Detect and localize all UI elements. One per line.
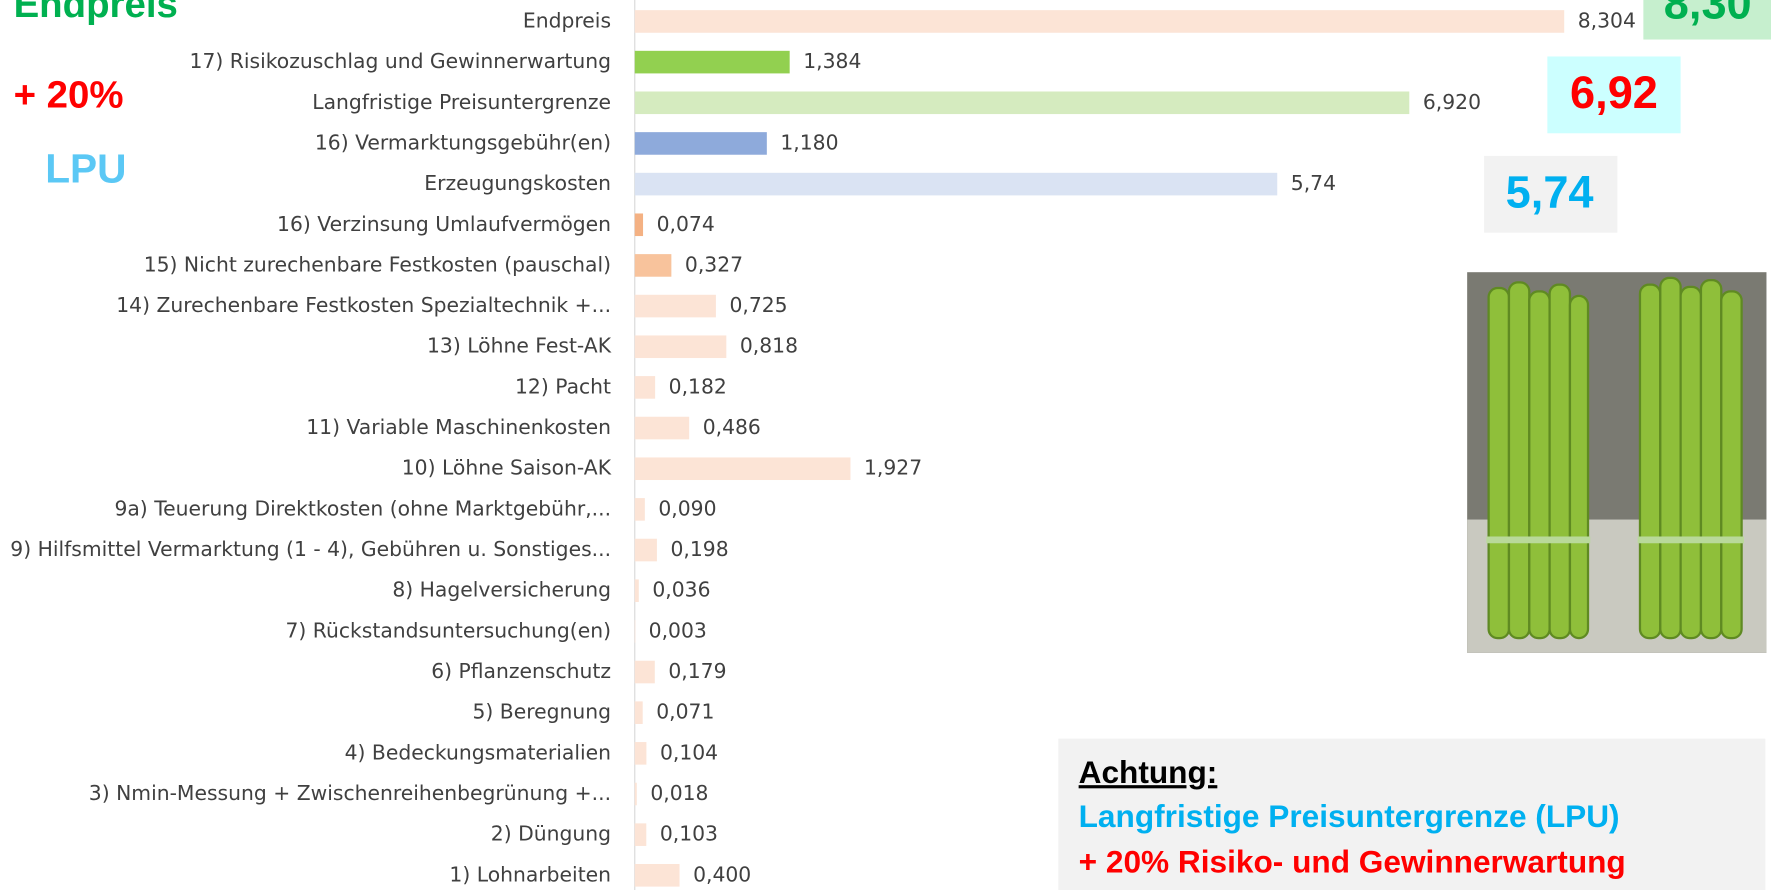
bar (635, 864, 680, 887)
category-label: 16) Vermarktungsgebühr(en) (315, 130, 611, 154)
value-label: 1,384 (803, 49, 861, 73)
category-label: 11) Variable Maschinenkosten (306, 415, 611, 439)
value-label: 0,036 (652, 578, 710, 602)
category-label: 9) Hilfsmittel Vermarktung (1 - 4), Gebü… (10, 537, 611, 561)
category-label: 14) Zurechenbare Festkosten Spezialtechn… (116, 293, 611, 317)
category-label: 4) Bedeckungsmaterialien (345, 740, 611, 764)
value-label: 0,003 (649, 618, 707, 642)
category-label: 7) Rückstandsuntersuchung(en) (285, 618, 611, 642)
chart: Endpreis + 20% LPU 8,30 6,92 5,74 Achtun… (0, 0, 1771, 890)
bar (635, 823, 647, 846)
note-line: Langfristige Preisuntergrenze (LPU) (1079, 798, 1620, 834)
value-label: 1,180 (780, 130, 838, 154)
value-label: 0,400 (693, 862, 751, 886)
bar (635, 254, 672, 277)
category-label: 9a) Teuerung Direktkosten (ohne Marktgeb… (114, 496, 611, 520)
annotation: 8,30 (1664, 0, 1752, 29)
bar (635, 498, 645, 521)
annotation: 6,92 (1570, 67, 1658, 118)
category-label: Erzeugungskosten (424, 171, 611, 195)
bar (635, 579, 639, 602)
page: Endpreis + 20% LPU 8,30 6,92 5,74 Achtun… (0, 0, 1771, 890)
bar (635, 661, 655, 684)
value-label: 0,104 (660, 740, 718, 764)
value-label: 0,071 (656, 700, 714, 724)
bar (635, 51, 790, 74)
bar (635, 10, 1564, 33)
value-label: 1,927 (864, 456, 922, 480)
asparagus-photo (1467, 272, 1766, 653)
bar (635, 213, 643, 236)
annotation: Endpreis (14, 0, 178, 26)
category-label: 10) Löhne Saison-AK (402, 456, 612, 480)
bar (635, 335, 727, 358)
category-label: 5) Beregnung (472, 700, 611, 724)
bar (635, 457, 851, 480)
note-line: + 20% Risiko- und Gewinnerwartung (1079, 843, 1626, 879)
value-label: 0,103 (660, 822, 718, 846)
bar (635, 173, 1277, 196)
category-label: 3) Nmin-Messung + Zwischenreihenbegrünun… (89, 781, 611, 805)
category-label: 12) Pacht (515, 374, 611, 398)
value-label: 0,818 (740, 334, 798, 358)
category-label: 1) Lohnarbeiten (449, 862, 611, 886)
value-label: 0,725 (729, 293, 787, 317)
value-label: 0,074 (657, 212, 715, 236)
value-label: 8,304 (1578, 8, 1636, 32)
category-label: 16) Verzinsung Umlaufvermögen (277, 212, 611, 236)
category-label: Endpreis (523, 8, 611, 32)
value-label: 0,486 (703, 415, 761, 439)
value-label: 6,920 (1423, 90, 1481, 114)
annotation: LPU (45, 145, 126, 191)
value-label: 0,090 (658, 496, 716, 520)
note-box: Achtung: Langfristige Preisuntergrenze (… (1058, 739, 1765, 890)
value-label: 0,182 (669, 374, 727, 398)
category-label: 13) Löhne Fest-AK (427, 334, 612, 358)
bar (635, 783, 637, 806)
category-label: 6) Pflanzenschutz (431, 659, 611, 683)
category-label: 15) Nicht zurechenbare Festkosten (pausc… (144, 252, 611, 276)
value-label: 5,74 (1291, 171, 1336, 195)
category-label: Langfristige Preisuntergrenze (312, 90, 611, 114)
value-label: 0,018 (650, 781, 708, 805)
value-label: 0,198 (670, 537, 728, 561)
value-label: 0,327 (685, 252, 743, 276)
bar (635, 701, 643, 724)
bar (635, 417, 689, 440)
bar (635, 376, 655, 399)
bar (635, 91, 1410, 114)
bar (635, 539, 657, 562)
category-label: 8) Hagelversicherung (392, 578, 611, 602)
category-label: 17) Risikozuschlag und Gewinnerwartung (190, 49, 611, 73)
note-heading: Achtung: (1079, 754, 1218, 790)
annotation: 5,74 (1506, 166, 1594, 217)
value-label: 0,179 (668, 659, 726, 683)
bar (635, 132, 767, 155)
category-label: 2) Düngung (491, 822, 611, 846)
bar (635, 742, 647, 765)
bar (635, 295, 716, 318)
annotation: + 20% (14, 73, 124, 116)
bar (635, 620, 636, 643)
